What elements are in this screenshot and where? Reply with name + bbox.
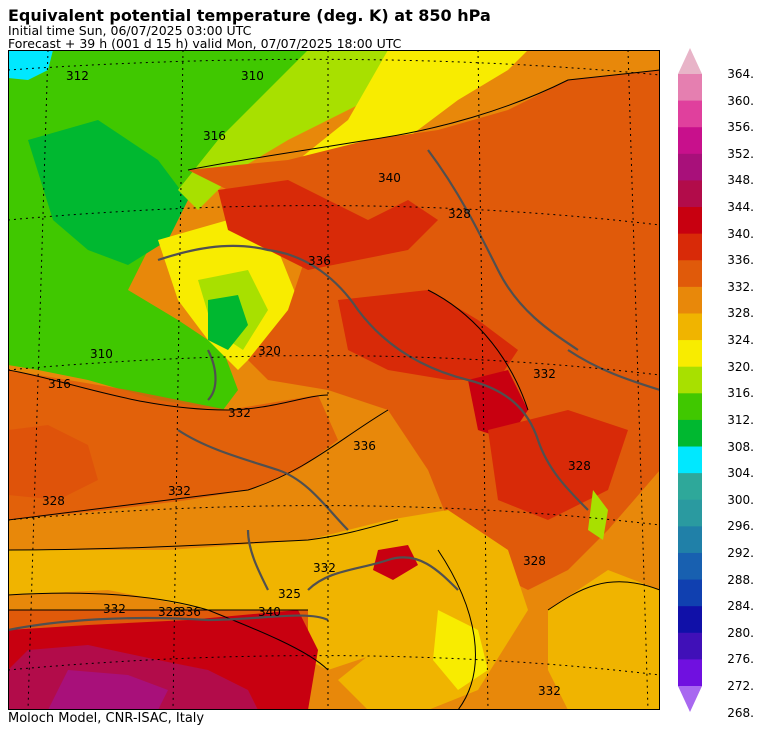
colorbar-label: 324. <box>727 333 754 348</box>
colorbar-label: 280. <box>727 625 754 640</box>
contour-label: 332 <box>103 602 126 616</box>
colorbar-label: 340. <box>727 226 754 241</box>
colorbar-label: 348. <box>727 173 754 188</box>
colorbar-swatch <box>678 153 702 181</box>
contour-label: 312 <box>66 69 89 83</box>
colorbar-swatch <box>678 526 702 554</box>
colorbar-label: 304. <box>727 466 754 481</box>
colorbar-label: 292. <box>727 545 754 560</box>
colorbar-label: 276. <box>727 652 754 667</box>
colorbar-label: 308. <box>727 439 754 454</box>
region-yellow-se <box>548 570 660 710</box>
colorbar-label: 284. <box>727 599 754 614</box>
colorbar-swatch <box>678 127 702 155</box>
region-yellow-south <box>8 520 438 670</box>
colorbar-label: 312. <box>727 412 754 427</box>
contour-label: 332 <box>313 561 336 575</box>
colorbar-labels: 364. 360. 356. 352. 348. 344. 340. 336. 332. 328.… <box>705 0 760 731</box>
colorbar-label: 360. <box>727 93 754 108</box>
contour-label: 316 <box>203 129 226 143</box>
colorbar-swatch <box>678 313 702 341</box>
colorbar-swatch <box>678 286 702 314</box>
contour-label: 310 <box>241 69 264 83</box>
colorbar-swatch <box>678 100 702 128</box>
colorbar-swatch <box>678 499 702 527</box>
colorbar-swatch <box>678 207 702 235</box>
contour-label: 332 <box>533 367 556 381</box>
colorbar-label: 344. <box>727 200 754 215</box>
chart-title: Equivalent potential temperature (deg. K… <box>8 6 491 25</box>
theta-e-map: 312 310 316 340 320 336 316 310 332 328 … <box>8 50 660 710</box>
region-red-center <box>338 290 518 380</box>
initial-time-label: Initial time Sun, 06/07/2025 03:00 UTC <box>8 23 252 38</box>
contour-label: 332 <box>538 684 561 698</box>
region-purple-africa <box>48 670 168 710</box>
graticule <box>8 50 660 710</box>
colorbar-swatch <box>678 260 702 288</box>
colorbar-label: 272. <box>727 679 754 693</box>
colorbar-label: 352. <box>727 146 754 161</box>
contour-label: 340 <box>378 171 401 185</box>
colorbar-swatch <box>678 366 702 394</box>
colorbar-label: 332. <box>727 279 754 294</box>
colorbar-swatch <box>678 686 702 712</box>
colorbar-swatch <box>678 419 702 448</box>
contour-label: 328 <box>158 605 181 619</box>
map-frame <box>8 50 660 710</box>
contour-label: 328 <box>568 459 591 473</box>
colorbar-swatch <box>678 606 702 634</box>
contour-label: 336 <box>353 439 376 453</box>
colorbar-label: 268. <box>727 705 754 720</box>
colorbar-swatch <box>678 473 702 501</box>
colorbar-swatch <box>678 446 702 474</box>
region-lime-east <box>588 490 608 540</box>
colorbar-swatch <box>678 579 702 607</box>
region-cyan-corner <box>8 50 53 80</box>
colorbar-label: 288. <box>727 572 754 587</box>
contour-labels: 312 310 316 340 320 336 316 310 332 328 … <box>42 69 591 698</box>
colorbar-label: 356. <box>727 120 754 135</box>
contour-label: 336 <box>308 254 331 268</box>
contour-label: 328 <box>523 554 546 568</box>
colorbar-label: 320. <box>727 359 754 374</box>
contour-label: 332 <box>228 406 251 420</box>
colorbar-swatch <box>678 48 702 74</box>
forecast-label: Forecast + 39 h (001 d 15 h) valid Mon, … <box>8 36 402 51</box>
model-credit: Moloch Model, CNR-ISAC, Italy <box>8 711 205 726</box>
contour-label: 320 <box>258 344 281 358</box>
contour-label: 328 <box>42 494 65 508</box>
colorbar-swatch <box>678 393 702 421</box>
contour-lines <box>8 69 660 710</box>
contour-label: 310 <box>90 347 113 361</box>
colorbar-label: 328. <box>727 306 754 321</box>
colorbar-label: 364. <box>727 67 754 81</box>
region-darkgreen-nw <box>28 120 188 265</box>
colorbar-swatch <box>678 180 702 208</box>
colorbar-label: 300. <box>727 492 754 507</box>
colorbar-swatch <box>678 74 702 102</box>
colorbar-swatch <box>678 340 702 368</box>
region-green-center <box>208 295 248 350</box>
colorbar-label: 316. <box>727 386 754 401</box>
coastlines <box>8 149 660 632</box>
colorbar-swatch <box>678 659 702 687</box>
colorbar-swatch <box>678 552 702 581</box>
region-red-sicily <box>373 545 418 580</box>
colorbar <box>678 48 702 712</box>
colorbar-label: 336. <box>727 253 754 268</box>
colorbar-label: 296. <box>727 519 754 534</box>
colorbar-swatch <box>678 233 702 261</box>
contour-label: 328 <box>448 207 471 221</box>
contour-label: 325 <box>278 587 301 601</box>
colorbar-swatch <box>678 632 702 660</box>
contour-label: 316 <box>48 377 71 391</box>
contour-label: 336 <box>178 605 201 619</box>
contour-label: 340 <box>258 605 281 619</box>
contour-label: 332 <box>168 484 191 498</box>
